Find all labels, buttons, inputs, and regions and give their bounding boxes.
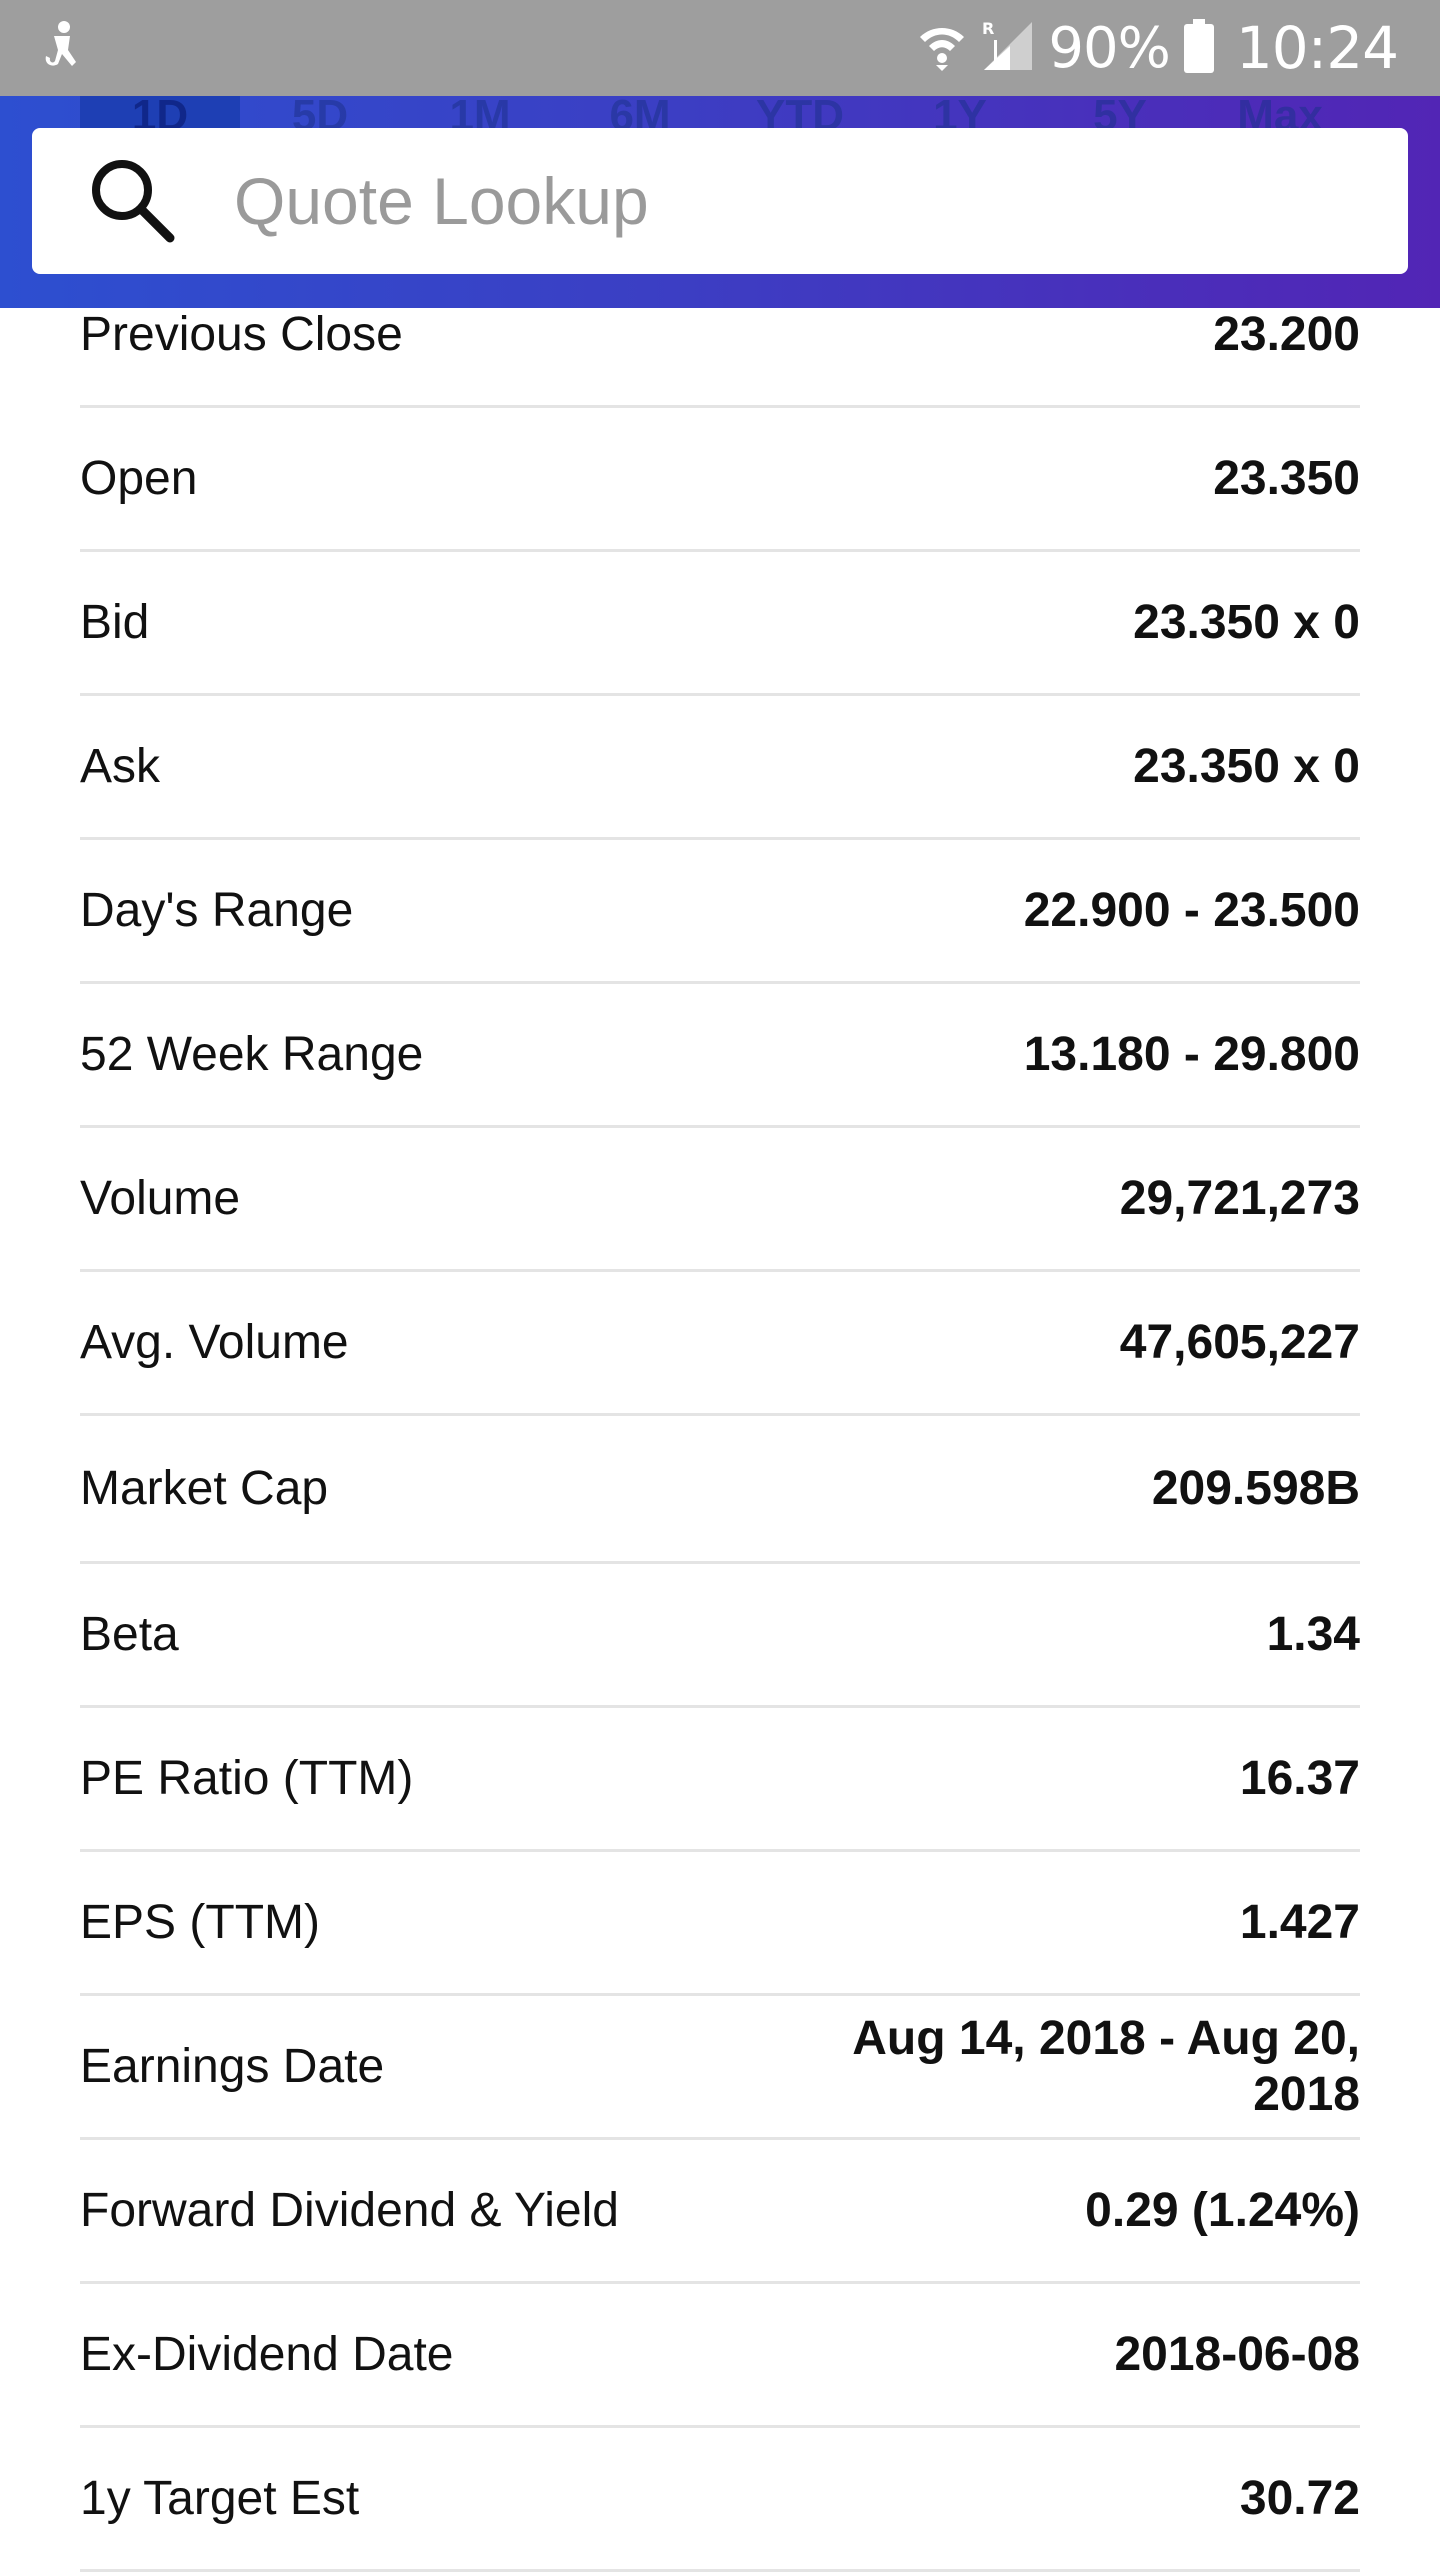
stat-value: 47,605,227	[1119, 1316, 1360, 1369]
stat-value: 1.34	[1266, 1608, 1360, 1661]
stat-label: Forward Dividend & Yield	[80, 2184, 619, 2237]
stat-label: 1y Target Est	[80, 2472, 360, 2525]
stat-row-forward-dividend: Forward Dividend & Yield 0.29 (1.24%)	[80, 2140, 1360, 2284]
stat-value: 23.350 x 0	[1133, 740, 1360, 793]
stat-row-volume: Volume 29,721,273	[80, 1128, 1360, 1272]
stat-value: 16.37	[1239, 1752, 1360, 1805]
stat-row-days-range: Day's Range 22.900 - 23.500	[80, 840, 1360, 984]
stat-label: Ask	[80, 740, 161, 793]
stat-row-previous-close: Previous Close 23.200	[80, 264, 1360, 408]
stat-label: Earnings Date	[80, 2040, 385, 2093]
stat-label: Bid	[80, 596, 150, 649]
search-box[interactable]	[32, 128, 1408, 274]
stat-label: Ex-Dividend Date	[80, 2328, 454, 2381]
wifi-icon	[918, 21, 966, 75]
search-icon[interactable]	[86, 154, 176, 249]
search-input[interactable]	[232, 162, 1336, 240]
stat-value: 2018-06-08	[1114, 2328, 1360, 2381]
stat-label: PE Ratio (TTM)	[80, 1752, 414, 1805]
stat-row-ask: Ask 23.350 x 0	[80, 696, 1360, 840]
stat-value: 22.900 - 23.500	[1023, 884, 1360, 937]
signal-icon: R	[980, 19, 1034, 76]
stat-label: Volume	[80, 1172, 241, 1225]
header: 1D 5D 1M 6M YTD 1Y 5Y Max	[0, 96, 1440, 308]
stat-value: 23.350 x 0	[1133, 596, 1360, 649]
stat-value: Aug 14, 2018 - Aug 20, 2018	[852, 2011, 1360, 2121]
stat-label: Previous Close	[80, 308, 403, 361]
stat-label: Beta	[80, 1608, 179, 1661]
stat-value: 13.180 - 29.800	[1023, 1028, 1360, 1081]
stat-row-earnings-date: Earnings Date Aug 14, 2018 - Aug 20, 201…	[80, 1996, 1360, 2140]
stat-row-52-week-range: 52 Week Range 13.180 - 29.800	[80, 984, 1360, 1128]
stat-value: 30.72	[1239, 2472, 1360, 2525]
stat-value: 23.200	[1213, 308, 1360, 361]
stat-value: 29,721,273	[1119, 1172, 1360, 1225]
stat-label: Open	[80, 452, 198, 505]
stat-row-1y-target-est: 1y Target Est 30.72	[80, 2428, 1360, 2572]
battery-icon	[1183, 19, 1214, 77]
stat-value: 209.598B	[1151, 1462, 1360, 1515]
stat-row-beta: Beta 1.34	[80, 1564, 1360, 1708]
stat-label: Market Cap	[80, 1462, 329, 1515]
battery-percent: 90%	[1048, 15, 1170, 81]
stat-label: EPS (TTM)	[80, 1896, 320, 1949]
quote-stats-list: Previous Close 23.200 Open 23.350 Bid 23…	[80, 264, 1360, 2572]
stat-row-avg-volume: Avg. Volume 47,605,227	[80, 1272, 1360, 1416]
stat-label: Avg. Volume	[80, 1316, 349, 1369]
stat-row-pe-ratio: PE Ratio (TTM) 16.37	[80, 1708, 1360, 1852]
stat-row-eps: EPS (TTM) 1.427	[80, 1852, 1360, 1996]
stat-value: 23.350	[1213, 452, 1360, 505]
stat-row-open: Open 23.350	[80, 408, 1360, 552]
stat-value: 1.427	[1239, 1896, 1360, 1949]
stat-row-market-cap: Market Cap 209.598B	[80, 1416, 1360, 1564]
stat-label: 52 Week Range	[80, 1028, 424, 1081]
status-bar: R 90% 10:24	[0, 0, 1440, 96]
stat-label: Day's Range	[80, 884, 354, 937]
svg-text:R: R	[982, 20, 994, 38]
stat-value: 0.29 (1.24%)	[1085, 2184, 1360, 2237]
stat-row-ex-dividend-date: Ex-Dividend Date 2018-06-08	[80, 2284, 1360, 2428]
stat-row-bid: Bid 23.350 x 0	[80, 552, 1360, 696]
accessibility-icon	[40, 20, 84, 76]
clock: 10:24	[1235, 14, 1399, 82]
